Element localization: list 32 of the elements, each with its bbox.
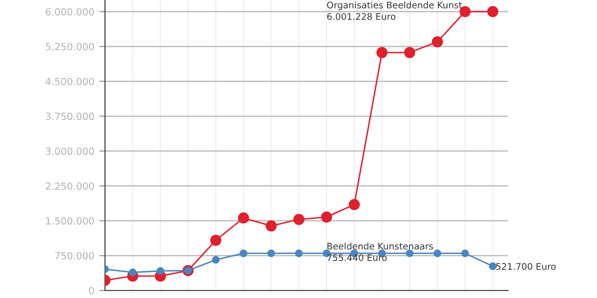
point bbox=[267, 249, 276, 258]
point bbox=[487, 6, 498, 18]
point bbox=[404, 46, 416, 58]
annotation: 521.700 Euro bbox=[496, 263, 556, 270]
point bbox=[432, 36, 443, 48]
y-tick-label: 5.250.000 bbox=[46, 42, 94, 50]
y-tick-label: 3.000.000 bbox=[46, 148, 94, 155]
y-tick-label: 750.000 bbox=[55, 252, 94, 260]
point bbox=[434, 249, 442, 258]
point bbox=[128, 268, 137, 276]
y-tick-label: 2.250.000 bbox=[46, 182, 94, 190]
y-tick-label: 3.750.000 bbox=[46, 112, 94, 120]
point bbox=[348, 198, 360, 210]
y-tick-label: 4.500.000 bbox=[46, 78, 94, 86]
annotation: Organisaties Beeldende Kunst 6.001.228 Euro bbox=[327, 1, 462, 20]
point bbox=[488, 262, 497, 270]
point bbox=[210, 234, 222, 246]
point bbox=[293, 214, 304, 225]
y-tick-label: 1.500.000 bbox=[46, 217, 94, 225]
point bbox=[156, 267, 164, 275]
point bbox=[295, 249, 303, 258]
point bbox=[240, 249, 248, 258]
point bbox=[321, 212, 332, 223]
point bbox=[266, 220, 277, 232]
point bbox=[238, 212, 250, 224]
point bbox=[406, 249, 414, 258]
point bbox=[376, 46, 388, 58]
point bbox=[212, 256, 220, 264]
y-tick-label: 0 bbox=[89, 286, 94, 294]
annotation: Beeldende Kunstenaars 755.440 Euro bbox=[327, 242, 434, 262]
y-tick-label: 6.000.000 bbox=[46, 8, 94, 16]
point bbox=[461, 249, 469, 258]
